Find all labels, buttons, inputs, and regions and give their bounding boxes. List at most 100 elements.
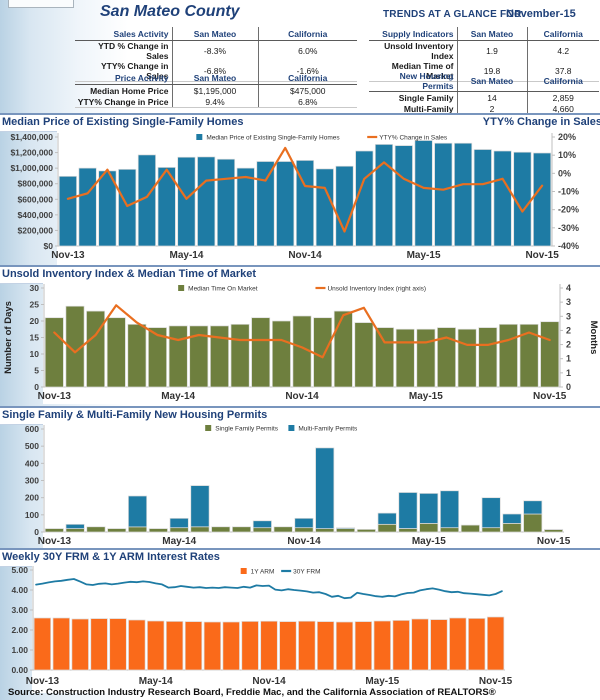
svg-text:Nov-15: Nov-15 (479, 676, 513, 687)
svg-text:$800,000: $800,000 (18, 179, 54, 189)
svg-text:5.00: 5.00 (11, 565, 28, 575)
svg-text:May-14: May-14 (161, 391, 195, 402)
svg-text:$400,000: $400,000 (18, 210, 54, 220)
svg-text:$0: $0 (44, 241, 54, 251)
table-row: Median Home Price $1,195,000 $475,000 (75, 84, 357, 96)
value-cell: 14 (456, 91, 527, 103)
svg-text:Months: Months (588, 321, 599, 355)
value-cell: -8.3% (171, 40, 258, 61)
svg-text:$1,000,000: $1,000,000 (10, 163, 53, 173)
table-row: Single Family 14 2,859 (369, 91, 599, 103)
svg-text:May-15: May-15 (409, 391, 443, 402)
section-right-title: YTY% Change in Sales (482, 116, 600, 128)
svg-text:25: 25 (30, 300, 40, 310)
svg-text:0.00: 0.00 (11, 665, 28, 675)
row-label: Unsold Inventory Index (384, 41, 454, 61)
svg-text:May-14: May-14 (162, 536, 196, 547)
col-california: California (257, 27, 357, 41)
value-cell: 2,859 (526, 91, 599, 103)
svg-text:Nov-14: Nov-14 (285, 391, 319, 402)
value-cell: $1,195,000 (171, 84, 258, 96)
table-header-row: New Housing Permits San Mateo California (369, 71, 599, 92)
svg-text:Nov-14: Nov-14 (252, 676, 286, 687)
value-cell: 4.2 (526, 40, 599, 61)
svg-text:100: 100 (25, 510, 39, 520)
svg-text:3: 3 (566, 297, 571, 307)
col-california: California (526, 27, 599, 41)
svg-text:1: 1 (566, 354, 571, 364)
svg-text:Multi-Family Permits: Multi-Family Permits (298, 426, 358, 433)
svg-text:0: 0 (34, 527, 39, 537)
section-title: Weekly 30Y FRM & 1Y ARM Interest Rates (2, 551, 220, 563)
col-san-mateo: San Mateo (171, 27, 258, 41)
svg-text:-20%: -20% (558, 205, 579, 215)
report-period: November-15 (506, 8, 576, 20)
table-row: YTY% Change in Price 9.4% 6.8% (75, 96, 357, 108)
svg-text:May-14: May-14 (139, 676, 173, 687)
value-cell: 6.0% (257, 40, 357, 61)
svg-text:Nov-15: Nov-15 (537, 536, 571, 547)
svg-text:$600,000: $600,000 (18, 194, 54, 204)
svg-text:$1,400,000: $1,400,000 (10, 132, 53, 142)
svg-text:2.00: 2.00 (11, 625, 28, 635)
row-label: YTY% Change in Price (75, 96, 172, 108)
section-title: Median Price of Existing Single-Family H… (2, 116, 244, 128)
svg-text:May-14: May-14 (169, 250, 203, 261)
svg-text:10%: 10% (558, 150, 576, 160)
table-header-row: Sales Activity San Mateo California (75, 27, 357, 41)
section-header-median-price: Median Price of Existing Single-Family H… (0, 113, 600, 132)
svg-text:4: 4 (566, 283, 571, 293)
col-san-mateo: San Mateo (456, 71, 527, 92)
svg-text:400: 400 (25, 458, 39, 468)
trends-label: TRENDS AT A GLANCE FOR (383, 9, 522, 20)
row-label: YTD % Change in Sales (98, 41, 169, 61)
svg-text:Nov-13: Nov-13 (38, 391, 72, 402)
svg-text:10: 10 (30, 349, 40, 359)
svg-text:600: 600 (25, 424, 39, 434)
section-header-unsold-inventory: Unsold Inventory Index & Median Time of … (0, 265, 600, 284)
svg-text:Number of Days: Number of Days (3, 301, 14, 374)
price-activity-table: Price Activity San Mateo California Medi… (75, 71, 357, 108)
svg-text:4.00: 4.00 (11, 585, 28, 595)
svg-text:5: 5 (34, 366, 39, 376)
value-cell: 6.8% (257, 96, 357, 108)
value-cell: 9.4% (171, 96, 258, 108)
table-header-row: Supply Indicators San Mateo California (369, 27, 599, 41)
table-title: New Housing Permits (369, 71, 457, 92)
svg-text:$1,200,000: $1,200,000 (10, 148, 53, 158)
table-title: Price Activity (75, 71, 172, 85)
county-title: San Mateo County (100, 3, 240, 20)
svg-text:30Y FRM: 30Y FRM (293, 569, 320, 576)
svg-text:YTY% Change in Sales: YTY% Change in Sales (379, 135, 448, 142)
svg-text:-30%: -30% (558, 223, 579, 233)
svg-text:200: 200 (25, 493, 39, 503)
svg-text:15: 15 (30, 333, 40, 343)
table-row: YTD % Change in Sales -8.3% 6.0% (75, 40, 357, 61)
value-cell: 1.9 (456, 40, 527, 61)
col-san-mateo: San Mateo (171, 71, 258, 85)
logo-fragment (8, 0, 74, 8)
col-california: California (257, 71, 357, 85)
svg-text:30: 30 (30, 283, 40, 293)
svg-text:-40%: -40% (558, 241, 579, 251)
svg-text:3: 3 (566, 311, 571, 321)
row-label: Median Home Price (90, 85, 169, 96)
svg-text:Nov-15: Nov-15 (525, 250, 559, 261)
svg-text:3.00: 3.00 (11, 605, 28, 615)
new-housing-permits-table: New Housing Permits San Mateo California… (369, 71, 599, 115)
value-cell: $475,000 (257, 84, 357, 96)
svg-text:300: 300 (25, 476, 39, 486)
svg-text:1.00: 1.00 (11, 645, 28, 655)
svg-text:Median Price of Existing Singl: Median Price of Existing Single-Family H… (206, 135, 340, 142)
svg-text:Median Time On Market: Median Time On Market (188, 286, 258, 293)
svg-text:0: 0 (566, 382, 571, 392)
svg-text:Nov-13: Nov-13 (26, 676, 60, 687)
table-row: Unsold Inventory Index 1.9 4.2 (369, 40, 599, 61)
source-line: Source: Construction Industry Research B… (8, 687, 496, 698)
svg-text:Nov-15: Nov-15 (533, 391, 567, 402)
svg-text:2: 2 (566, 325, 571, 335)
